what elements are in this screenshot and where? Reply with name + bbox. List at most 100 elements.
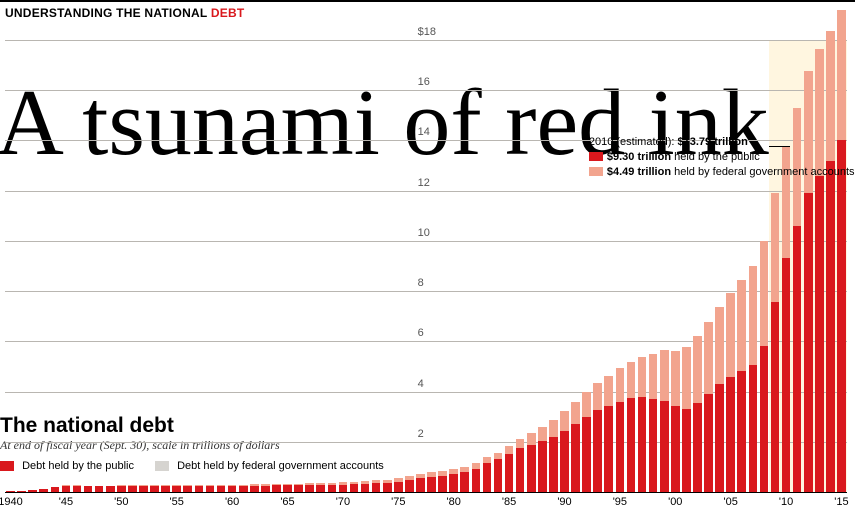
bar-column xyxy=(350,40,359,492)
bar-column xyxy=(51,40,60,492)
x-tick-label: '90 xyxy=(557,496,571,508)
bar-column xyxy=(416,40,425,492)
bar-column xyxy=(560,40,569,492)
bar-segment-govt xyxy=(771,193,780,302)
bar-segment-public xyxy=(671,406,680,492)
bar-segment-public xyxy=(328,485,337,492)
bar-segment-govt xyxy=(206,485,215,486)
bar-column xyxy=(660,40,669,492)
bar-column xyxy=(150,40,159,492)
highlight-band xyxy=(769,40,847,492)
callout-text: 2010 (estimated): $13.79 trillion$9.30 t… xyxy=(589,135,855,180)
bar-segment-govt xyxy=(272,484,281,486)
x-tick-label: '10 xyxy=(779,496,793,508)
bar-segment-govt xyxy=(704,322,713,394)
bar-segment-govt xyxy=(449,469,458,474)
bar-column xyxy=(95,40,104,492)
bar-column xyxy=(272,40,281,492)
bar-column xyxy=(106,40,115,492)
bar-column xyxy=(261,40,270,492)
bar-segment-public xyxy=(715,384,724,492)
bar-column xyxy=(316,40,325,492)
bar-column xyxy=(217,40,226,492)
bar-column xyxy=(472,40,481,492)
bar-segment-govt xyxy=(416,474,425,478)
bar-segment-public xyxy=(760,346,769,492)
bar-segment-govt xyxy=(815,49,824,176)
bar-column xyxy=(593,40,602,492)
bar-segment-public xyxy=(782,258,791,492)
bar-segment-govt xyxy=(62,485,71,486)
bar-segment-govt xyxy=(826,31,835,160)
bar-segment-public xyxy=(505,454,514,492)
bar-segment-public xyxy=(394,482,403,492)
bar-column xyxy=(449,40,458,492)
bar-segment-govt xyxy=(350,482,359,485)
bar-column xyxy=(826,40,835,492)
bar-column xyxy=(17,40,26,492)
bar-segment-govt xyxy=(616,368,625,401)
bar-segment-govt xyxy=(837,10,846,141)
bar-column xyxy=(117,40,126,492)
bar-segment-public xyxy=(494,459,503,492)
bar-column xyxy=(693,40,702,492)
bar-column xyxy=(339,40,348,492)
bar-column xyxy=(682,40,691,492)
x-tick-label: '50 xyxy=(114,496,128,508)
x-tick-label: 1940 xyxy=(0,496,23,508)
bar-segment-public xyxy=(627,398,636,492)
bar-segment-public xyxy=(316,485,325,492)
bar-segment-govt xyxy=(593,383,602,411)
callout-title: 2010 (estimated): $13.79 trillion xyxy=(589,135,855,150)
gridline xyxy=(5,90,847,91)
bar-segment-govt xyxy=(472,463,481,469)
bar-column xyxy=(782,40,791,492)
y-tick-label: 8 xyxy=(418,277,424,289)
bar-segment-public xyxy=(593,410,602,492)
bar-segment-public xyxy=(638,397,647,492)
y-tick-label: 4 xyxy=(418,378,424,390)
bar-segment-govt xyxy=(760,241,769,346)
bar-segment-govt xyxy=(549,420,558,437)
bar-segment-public xyxy=(372,483,381,492)
x-tick-label: '70 xyxy=(336,496,350,508)
bar-column xyxy=(294,40,303,492)
bar-column xyxy=(250,40,259,492)
bar-column xyxy=(394,40,403,492)
bar-segment-govt xyxy=(394,478,403,482)
bar-segment-public xyxy=(438,476,447,492)
bar-column xyxy=(6,40,15,492)
bar-segment-govt xyxy=(239,485,248,486)
bar-segment-govt xyxy=(560,411,569,431)
bar-segment-public xyxy=(704,394,713,492)
bar-segment-public xyxy=(416,478,425,492)
bar-segment-govt xyxy=(51,487,60,488)
bar-column xyxy=(161,40,170,492)
bar-segment-govt xyxy=(571,402,580,425)
y-tick-label: $18 xyxy=(418,26,436,38)
bar-column xyxy=(804,40,813,492)
bar-segment-public xyxy=(449,474,458,492)
bar-segment-public xyxy=(527,445,536,492)
bar-segment-public xyxy=(693,403,702,492)
bar-segment-public xyxy=(815,176,824,492)
bar-segment-public xyxy=(339,485,348,492)
bar-segment-govt xyxy=(128,485,137,486)
kicker-text-1: UNDERSTANDING THE NATIONAL xyxy=(5,6,211,20)
bar-segment-govt xyxy=(460,467,469,472)
gridline xyxy=(5,442,847,443)
bar-column xyxy=(73,40,82,492)
bar-segment-govt xyxy=(372,480,381,483)
bar-segment-public xyxy=(726,377,735,492)
bar-segment-govt xyxy=(726,293,735,377)
bar-column xyxy=(483,40,492,492)
bar-column xyxy=(172,40,181,492)
bar-segment-govt xyxy=(804,71,813,193)
bar-column xyxy=(760,40,769,492)
bar-segment-govt xyxy=(95,486,104,487)
bar-segment-govt xyxy=(405,476,414,480)
bar-segment-govt xyxy=(139,485,148,486)
y-tick-label: 16 xyxy=(418,76,430,88)
bar-segment-govt xyxy=(582,392,591,417)
x-tick-label: '95 xyxy=(613,496,627,508)
